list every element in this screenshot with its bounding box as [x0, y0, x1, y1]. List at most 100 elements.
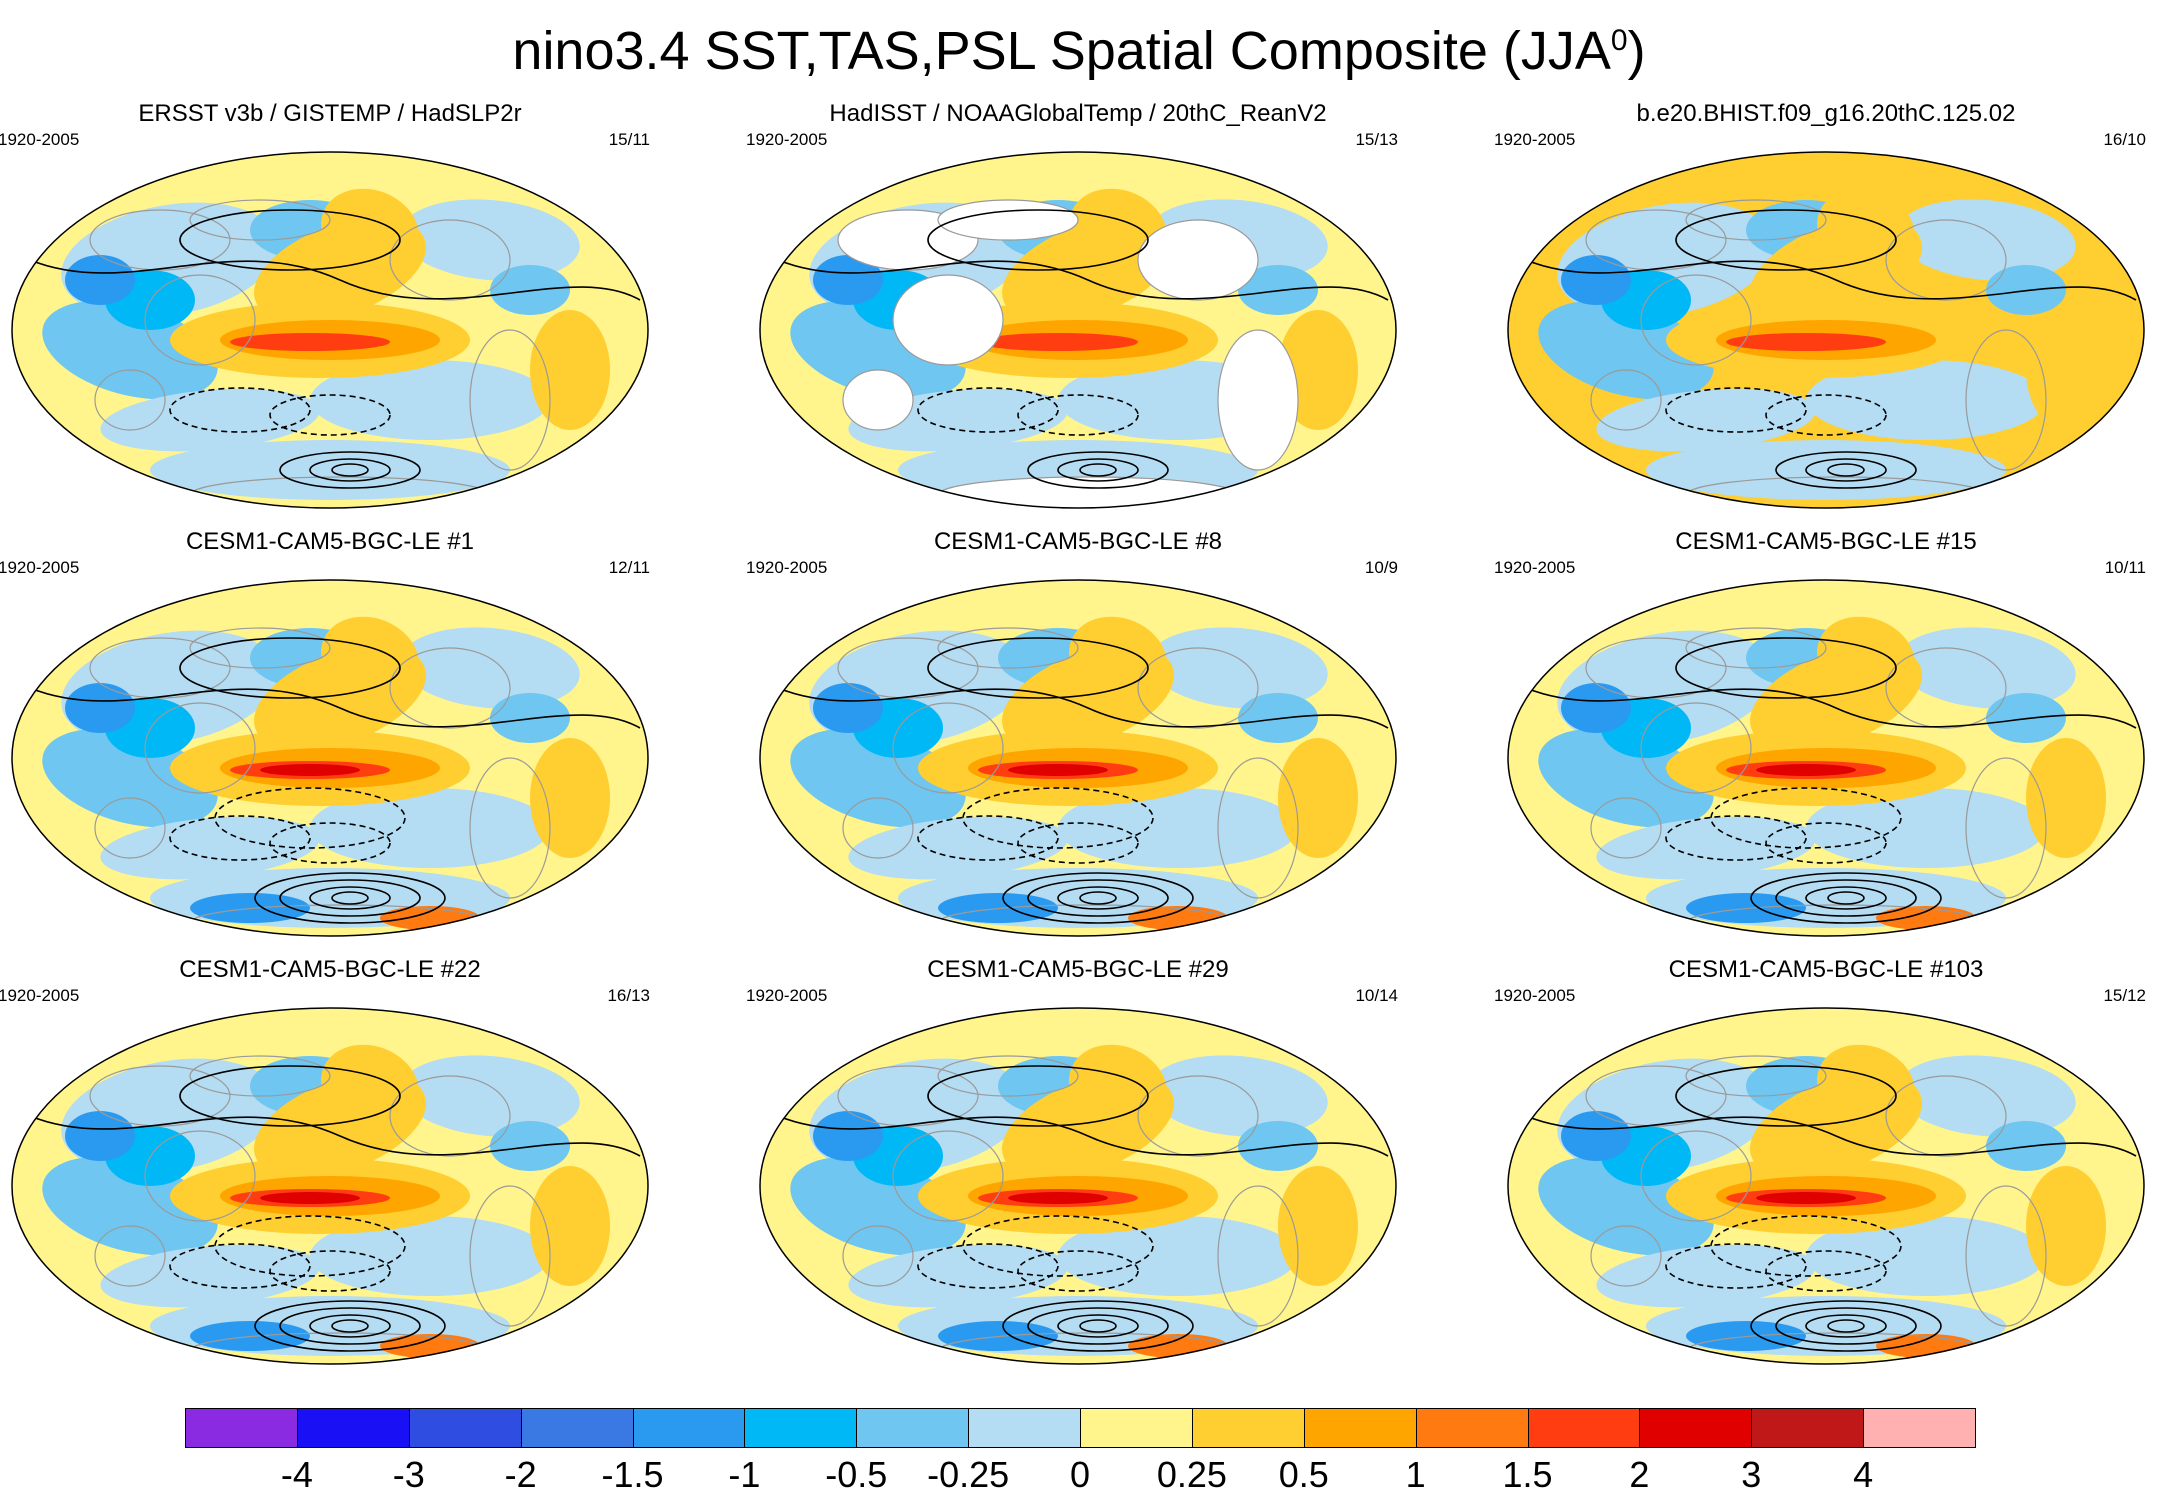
land-outline — [1217, 757, 1299, 899]
psl-contour — [1027, 451, 1169, 489]
map-panel: HadISST / NOAAGlobalTemp / 20thC_ReanV2 1… — [746, 100, 1408, 520]
psl-contour — [1775, 1307, 1917, 1345]
anomaly-patch — [530, 1166, 610, 1286]
anomaly-patch — [310, 360, 550, 440]
robinson-map — [11, 579, 649, 937]
panel-period: 1920-2005 — [746, 986, 828, 1005]
anomaly-patch — [310, 788, 550, 868]
anomaly-patch — [1596, 816, 1816, 880]
psl-contour — [254, 1300, 446, 1352]
colorbar-label: 0.25 — [1156, 1454, 1227, 1495]
anomaly-patch — [1278, 738, 1358, 858]
land-outline — [837, 637, 979, 699]
colorbar — [185, 1408, 1976, 1452]
anomaly-patch — [2026, 310, 2106, 430]
map-panel: CESM1-CAM5-BGC-LE #29 1920-2005 10/14 — [746, 956, 1408, 1376]
land-outline — [469, 329, 551, 471]
psl-contour — [269, 822, 391, 864]
anomaly-patch — [2026, 1166, 2106, 1286]
psl-contour — [254, 872, 446, 924]
anomaly-patch — [65, 1111, 135, 1161]
panel-period: 1920-2005 — [0, 130, 80, 149]
panel-period: 1920-2005 — [1494, 558, 1576, 577]
robinson-map — [11, 1007, 649, 1365]
colorbar-label: 3 — [1741, 1454, 1762, 1495]
land-outline — [1885, 647, 2007, 729]
psl-contour — [309, 886, 391, 910]
psl-contour — [1827, 891, 1865, 905]
psl-contour — [309, 458, 391, 482]
psl-contour — [331, 1319, 369, 1333]
psl-contour — [962, 787, 1154, 849]
anomaly-patch — [100, 388, 320, 452]
anomaly-patch — [65, 683, 135, 733]
land-outline — [937, 1055, 1079, 1097]
colorbar-swatch — [1191, 1408, 1305, 1448]
panel-count: 12/11 — [608, 558, 650, 577]
anomaly-patch — [530, 310, 610, 430]
colorbar-swatch — [1751, 1408, 1865, 1448]
anomaly-patch — [1278, 1166, 1358, 1286]
land-outline — [1885, 1075, 2007, 1157]
panel-title: CESM1-CAM5-BGC-LE #8 — [933, 528, 1223, 555]
anomaly-patch — [530, 738, 610, 858]
psl-contour — [1057, 458, 1139, 482]
anomaly-patch — [1806, 360, 2046, 440]
psl-contour — [279, 1307, 421, 1345]
colorbar-label: -1 — [728, 1454, 761, 1495]
colorbar-label: 1 — [1405, 1454, 1426, 1495]
anomaly-patch — [150, 440, 510, 500]
anomaly-patch — [230, 333, 390, 351]
land-outline — [89, 637, 231, 699]
land-outline — [1640, 702, 1752, 794]
panel-title: CESM1-CAM5-BGC-LE #15 — [1675, 528, 1977, 555]
colorbar-label: 1.5 — [1502, 1454, 1553, 1495]
anomaly-patch — [310, 1216, 550, 1296]
psl-contour — [1750, 1300, 1942, 1352]
colorbar-label: -1.5 — [601, 1454, 664, 1495]
psl-contour — [1665, 1243, 1807, 1289]
psl-contour — [1765, 1250, 1887, 1292]
land-outline — [1640, 274, 1752, 366]
psl-contour — [1675, 1065, 1897, 1127]
anomaly-patch — [848, 1244, 1068, 1308]
land-outline — [144, 1130, 256, 1222]
psl-contour — [1017, 394, 1139, 436]
psl-contour — [214, 787, 406, 849]
map-panel: CESM1-CAM5-BGC-LE #22 1920-2005 16/13 — [0, 956, 660, 1376]
land-outline — [1585, 1065, 1727, 1127]
land-outline — [389, 1075, 511, 1157]
land-outline — [1965, 757, 2047, 899]
land-outline — [1590, 797, 1662, 859]
panel-count: 10/11 — [2104, 558, 2146, 577]
land-outline — [892, 702, 1004, 794]
psl-contour — [927, 209, 1149, 271]
land-outline — [1685, 1055, 1827, 1097]
psl-contour — [1079, 1319, 1117, 1333]
land-outline — [937, 476, 1239, 508]
psl-contour — [269, 394, 391, 436]
anomaly-patch — [65, 255, 135, 305]
colorbar-label: 0.5 — [1278, 1454, 1329, 1495]
land-outline — [389, 219, 511, 301]
land-outline — [189, 627, 331, 669]
land-outline — [1965, 329, 2047, 471]
psl-contour — [1665, 387, 1807, 433]
land-outline — [1217, 1185, 1299, 1327]
land-outline — [1217, 329, 1299, 471]
anomaly-patch — [1756, 1192, 1856, 1204]
anomaly-patch — [978, 333, 1138, 351]
panel-period: 1920-2005 — [746, 558, 828, 577]
panel-title: HadISST / NOAAGlobalTemp / 20thC_ReanV2 — [829, 100, 1327, 127]
panel-title: b.e20.BHIST.f09_g16.20thC.125.02 — [1636, 100, 2016, 127]
land-outline — [94, 369, 166, 431]
psl-contour — [927, 1065, 1149, 1127]
anomaly-patch — [2026, 738, 2106, 858]
land-outline — [189, 1055, 331, 1097]
psl-contour — [1027, 1307, 1169, 1345]
land-outline — [892, 1130, 1004, 1222]
psl-contour — [1805, 886, 1887, 910]
colorbar-swatch — [1303, 1408, 1417, 1448]
land-outline — [1137, 219, 1259, 301]
psl-contour — [1775, 879, 1917, 917]
